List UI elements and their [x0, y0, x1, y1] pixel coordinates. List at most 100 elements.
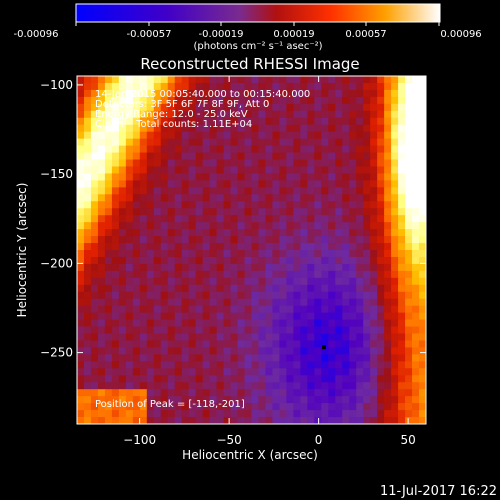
heatmap-cell	[132, 152, 141, 161]
heatmap-cell	[132, 270, 141, 279]
heatmap-cell	[293, 347, 301, 355]
heatmap-cell	[335, 284, 343, 293]
heatmap-cell	[77, 138, 85, 147]
heatmap-cell	[216, 96, 225, 105]
heatmap-cell	[132, 145, 141, 154]
heatmap-cell	[139, 277, 148, 286]
colorbar-unit-label: (photons cm⁻² s⁻¹ asec⁻²)	[193, 41, 322, 52]
heatmap-cell	[405, 270, 413, 279]
heatmap-cell	[174, 256, 183, 265]
peak-position-label: Position of Peak = [-118,-201]	[95, 399, 245, 410]
heatmap-cell	[349, 236, 357, 244]
heatmap-cell	[202, 76, 211, 84]
heatmap-cell	[202, 110, 211, 119]
heatmap-cell	[300, 131, 308, 140]
heatmap-cell	[97, 89, 106, 98]
heatmap-cell	[307, 117, 315, 126]
heatmap-cell	[90, 250, 99, 258]
heatmap-cell	[118, 333, 127, 342]
heatmap-cell	[349, 145, 357, 154]
heatmap-cell	[391, 96, 399, 105]
heatmap-cell	[153, 354, 162, 362]
heatmap-cell	[83, 298, 92, 307]
heatmap-cell	[202, 208, 211, 216]
heatmap-cell	[349, 312, 357, 321]
heatmap-cell	[272, 270, 281, 279]
heatmap-cell	[384, 103, 392, 112]
heatmap-cell	[244, 277, 253, 286]
heatmap-cell	[174, 229, 183, 237]
heatmap-cell	[90, 201, 99, 209]
heatmap-cell	[279, 277, 287, 286]
heatmap-cell	[370, 145, 378, 154]
heatmap-cell	[300, 340, 308, 349]
heatmap-cell	[356, 277, 364, 286]
heatmap-cell	[419, 124, 426, 133]
heatmap-cell	[83, 82, 92, 91]
heatmap-cell	[209, 326, 218, 335]
heatmap-cell	[97, 159, 106, 168]
heatmap-cell	[139, 229, 148, 237]
heatmap-cell	[272, 236, 281, 244]
heatmap-cell	[272, 166, 281, 175]
heatmap-cell	[188, 138, 197, 147]
heatmap-cell	[412, 208, 420, 216]
heatmap-cell	[349, 263, 357, 272]
heatmap-cell	[139, 166, 148, 175]
heatmap-cell	[307, 270, 315, 279]
heatmap-cell	[321, 298, 329, 307]
heatmap-cell	[321, 124, 329, 133]
heatmap-cell	[202, 117, 211, 126]
heatmap-cell	[181, 201, 190, 209]
heatmap-cell	[104, 215, 113, 223]
heatmap-cell	[104, 256, 113, 265]
heatmap-cell	[251, 222, 260, 230]
heatmap-cell	[174, 270, 183, 279]
heatmap-cell	[384, 124, 392, 133]
heatmap-cell	[216, 236, 225, 244]
heatmap-cell	[195, 284, 204, 293]
heatmap-cell	[251, 291, 260, 300]
heatmap-cell	[125, 110, 134, 119]
heatmap-cell	[153, 333, 162, 342]
heatmap-cell	[160, 250, 169, 258]
heatmap-cell	[356, 215, 364, 223]
heatmap-cell	[279, 215, 287, 223]
heatmap-cell	[125, 124, 134, 133]
heatmap-cell	[258, 201, 267, 209]
heatmap-cell	[377, 305, 385, 314]
heatmap-cell	[146, 152, 155, 161]
heatmap-cell	[77, 298, 85, 307]
heatmap-cell	[97, 201, 106, 209]
heatmap-cell	[293, 354, 301, 362]
heatmap-cell	[405, 166, 413, 175]
heatmap-cell	[384, 256, 392, 265]
heatmap-cell	[293, 277, 301, 286]
heatmap-cell	[237, 270, 246, 279]
heatmap-cell	[328, 76, 336, 84]
heatmap-cell	[272, 263, 281, 272]
heatmap-cell	[125, 417, 134, 424]
heatmap-cell	[188, 347, 197, 355]
heatmap-cell	[230, 270, 239, 279]
heatmap-cell	[356, 347, 364, 355]
heatmap-cell	[160, 256, 169, 265]
heatmap-cell	[258, 159, 267, 168]
heatmap-cell	[286, 222, 294, 230]
heatmap-cell	[335, 131, 343, 140]
heatmap-cell	[104, 389, 113, 397]
heatmap-cell	[237, 417, 246, 424]
heatmap-cell	[258, 396, 267, 404]
heatmap-cell	[209, 145, 218, 154]
heatmap-cell	[363, 96, 371, 105]
heatmap-cell	[181, 89, 190, 98]
heatmap-cell	[370, 208, 378, 216]
heatmap-cell	[188, 368, 197, 376]
heatmap-cell	[188, 326, 197, 335]
heatmap-cell	[202, 298, 211, 307]
heatmap-cell	[363, 229, 371, 237]
heatmap-cell	[83, 103, 92, 112]
heatmap-cell	[202, 82, 211, 91]
heatmap-cell	[132, 312, 141, 321]
heatmap-cell	[160, 229, 169, 237]
